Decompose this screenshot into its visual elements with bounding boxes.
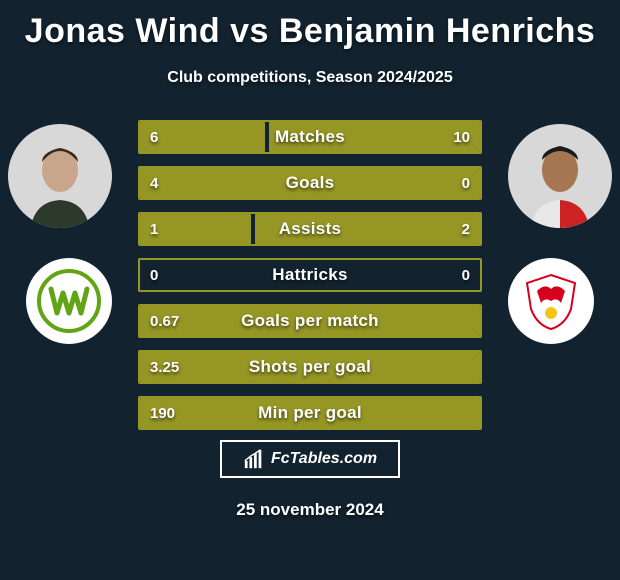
player-right-avatar — [508, 124, 612, 228]
bar-fill-left — [140, 122, 265, 152]
bar-fill-left — [140, 214, 251, 244]
stat-row: Goals40 — [138, 166, 482, 200]
stat-row: Goals per match0.67 — [138, 304, 482, 338]
stat-row: Min per goal190 — [138, 396, 482, 430]
brand-badge: FcTables.com — [220, 440, 400, 478]
stat-row: Matches610 — [138, 120, 482, 154]
stat-row: Shots per goal3.25 — [138, 350, 482, 384]
person-silhouette-icon — [20, 144, 100, 228]
bar-fill-right — [269, 122, 480, 152]
brand-text: FcTables.com — [271, 450, 377, 468]
wolfsburg-logo-icon — [37, 269, 101, 333]
stats-bars: Matches610 Goals40 Assists12 Hattricks00 Goa… — [138, 120, 482, 442]
rb-leipzig-logo-icon — [519, 269, 583, 333]
stat-row: Hattricks00 — [138, 258, 482, 292]
bar-chart-icon — [243, 448, 265, 470]
player-left-avatar — [8, 124, 112, 228]
page-subtitle: Club competitions, Season 2024/2025 — [0, 69, 620, 87]
stat-row: Assists12 — [138, 212, 482, 246]
person-silhouette-icon — [520, 144, 600, 228]
club-left-logo — [26, 258, 112, 344]
bar-fill-left — [140, 352, 480, 382]
page-title: Jonas Wind vs Benjamin Henrichs — [0, 0, 620, 51]
bar-fill-left — [140, 306, 480, 336]
bar-track — [138, 258, 482, 292]
bar-fill-right — [255, 214, 480, 244]
bar-fill-left — [140, 398, 480, 428]
bar-fill-left — [140, 168, 480, 198]
club-right-logo — [508, 258, 594, 344]
date-label: 25 november 2024 — [0, 500, 620, 520]
